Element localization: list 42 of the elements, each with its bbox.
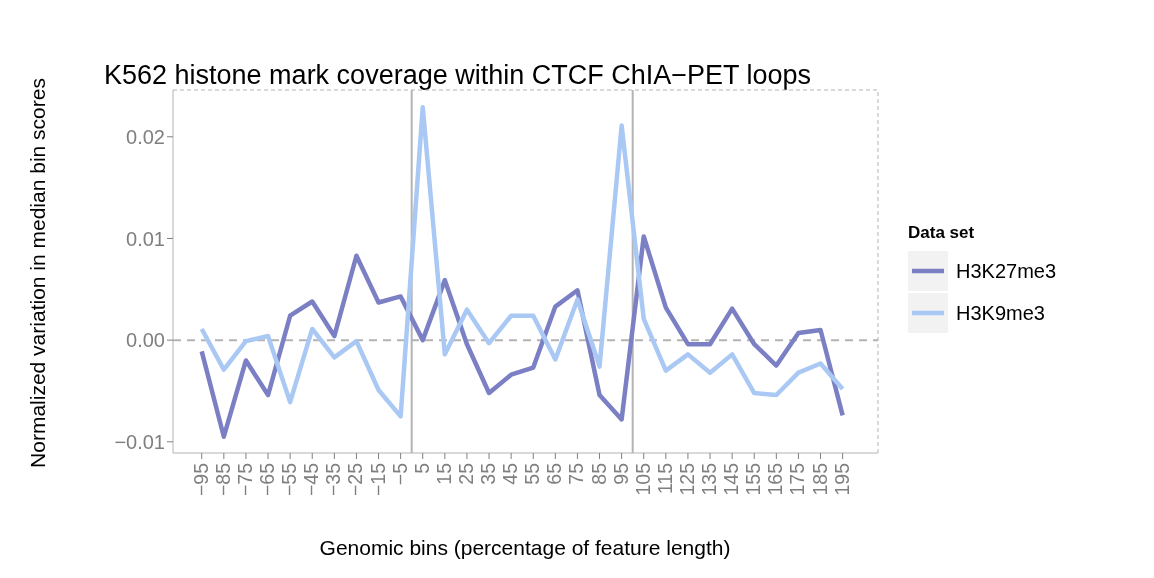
legend-label: H3K9me3: [956, 301, 1045, 325]
x-tick-label: 115: [653, 462, 676, 495]
line-series: [199, 105, 845, 419]
x-tick-label: 145: [720, 462, 743, 496]
x-tick-label: 155: [742, 462, 765, 496]
line-series: [199, 234, 845, 439]
x-tick-label: −85: [211, 462, 234, 497]
x-tick-label: −15: [366, 462, 389, 497]
y-tick-label: 0.02: [126, 125, 165, 148]
x-axis-title: Genomic bins (percentage of feature length): [318, 536, 732, 560]
x-tick-label: 165: [764, 462, 787, 496]
x-tick-label: −75: [233, 462, 256, 497]
x-tick-label: −35: [322, 462, 345, 497]
x-tick-label: 25: [454, 462, 477, 485]
x-tick-label: 185: [808, 462, 831, 496]
x-tick-label: −45: [300, 462, 323, 497]
x-tick-label: 135: [698, 462, 721, 496]
y-tick-label: 0.01: [126, 227, 165, 250]
x-tick-label: 85: [587, 462, 610, 485]
y-tick-label: 0.00: [126, 329, 165, 352]
x-tick-label: 65: [543, 462, 566, 485]
x-tick-label: 95: [609, 462, 632, 485]
legend-label: H3K27me3: [956, 259, 1057, 283]
x-tick-label: −5: [388, 462, 411, 486]
x-tick-label: 75: [565, 462, 588, 485]
x-tick-label: 5: [410, 462, 433, 474]
y-tick-label: −0.01: [114, 430, 165, 453]
x-tick-label: −55: [278, 462, 301, 497]
x-tick-label: 35: [477, 462, 500, 485]
legend-title: Data set: [908, 223, 976, 243]
chart-title: K562 histone mark coverage within CTCF ChIA−PET loops: [104, 60, 812, 91]
x-tick-label: 105: [631, 462, 654, 496]
x-tick-label: 55: [521, 462, 544, 485]
x-tick-label: −95: [189, 462, 212, 497]
x-tick-label: 45: [499, 462, 522, 485]
x-tick-label: 125: [675, 462, 698, 496]
x-tick-label: 15: [432, 462, 455, 485]
x-tick-label: 195: [830, 462, 853, 496]
x-tick-label: −65: [256, 462, 279, 497]
y-axis-title: Normalized variation in median bin scores: [26, 78, 50, 468]
x-tick-label: 175: [786, 462, 809, 496]
x-tick-label: −25: [344, 462, 367, 497]
